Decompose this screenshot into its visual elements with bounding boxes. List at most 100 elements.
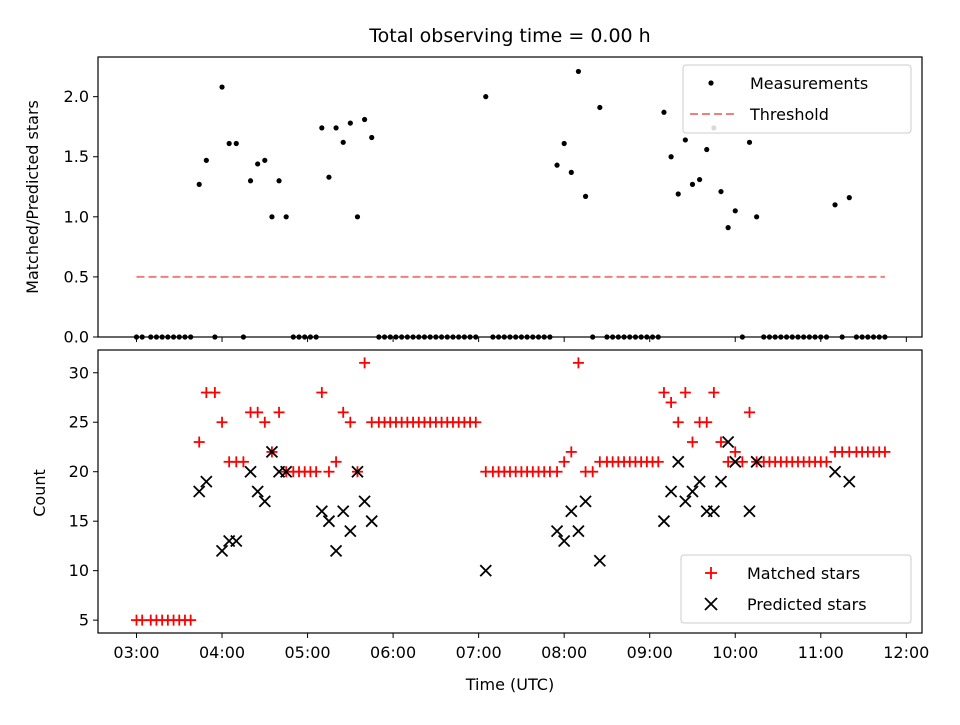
chart-title: Total observing time = 0.00 h (368, 25, 650, 47)
predicted-star-point (707, 505, 720, 518)
measurement-point (262, 157, 268, 163)
predicted-star-point (258, 495, 271, 508)
matched-star-point (316, 387, 328, 399)
predicted-star-point (729, 455, 742, 468)
x-tick-label: 07:00 (456, 643, 502, 662)
predicted-star-point (315, 505, 328, 518)
predicted-star-point (337, 505, 350, 518)
matched-star-point (658, 387, 670, 399)
measurement-point (704, 146, 710, 153)
predicted-star-point (579, 495, 592, 508)
matched-star-point (193, 436, 205, 448)
x-tick-label: 05:00 (285, 643, 331, 662)
predicted-star-point (215, 544, 229, 558)
x-tick-label: 11:00 (798, 643, 844, 662)
predicted-star-point (686, 485, 699, 498)
predicted-star-point (479, 564, 492, 577)
x-tick-label: 10:00 (712, 643, 758, 662)
measurement-point (369, 134, 375, 141)
measurement-point (340, 139, 346, 145)
bottom-y-ticks: 5 10 15 20 25 30 (69, 363, 98, 630)
bottom-y-tick-label: 20 (69, 462, 89, 481)
matched-star-point (565, 446, 577, 458)
measurement-point (832, 202, 838, 208)
top-panel: Total observing time = 0.00 h 0.0 0.5 1.0 1… (23, 25, 923, 347)
bottom-legend: Matched stars Predicted stars (680, 554, 912, 624)
measurement-point (219, 84, 225, 90)
predicted-star-point (565, 505, 578, 518)
predicted-star-point (351, 465, 364, 478)
top-plot-area (133, 68, 888, 340)
legend-predicted-label: Predicted stars (747, 595, 867, 614)
legend-predicted-marker (704, 597, 718, 611)
matched-star-point (679, 387, 691, 399)
measurement-point (668, 154, 674, 160)
matched-star-point (736, 456, 748, 468)
top-y-tick-label: 1.5 (64, 147, 89, 166)
predicted-star-point (251, 485, 264, 498)
bottom-plot-area (130, 357, 891, 626)
matched-star-point (344, 416, 356, 428)
predicted-star-point (679, 495, 692, 508)
top-legend-box (682, 64, 912, 134)
x-tick-label: 08:00 (541, 643, 587, 662)
matched-star-point (708, 387, 720, 399)
bottom-y-tick-label: 10 (69, 561, 89, 580)
measurement-point (203, 157, 209, 163)
measurement-point (247, 178, 254, 184)
measurement-point (575, 68, 582, 75)
measurement-point (283, 214, 289, 220)
predicted-star-point (550, 524, 564, 538)
matched-star-point (209, 387, 221, 399)
measurement-point (233, 140, 239, 147)
predicted-star-point (329, 544, 343, 558)
measurement-point (746, 139, 753, 145)
predicted-star-point (230, 534, 243, 548)
predicted-star-point (843, 475, 856, 488)
matched-star-point (252, 406, 264, 418)
predicted-star-point (558, 534, 571, 548)
measurement-point (582, 193, 589, 199)
measurement-point (661, 109, 667, 115)
bottom-panel: 5 10 15 20 25 30 03:00 04:00 05:00 06:00 07:00 08:… (30, 349, 929, 694)
predicted-star-point (572, 524, 585, 538)
measurement-point (361, 116, 368, 123)
measurement-point (725, 225, 731, 231)
legend-measurements-marker (708, 80, 714, 86)
predicted-star-point (358, 495, 371, 508)
matched-star-point (879, 446, 891, 458)
measurement-point (732, 208, 738, 214)
predicted-star-point (200, 475, 213, 488)
predicted-star-point (365, 515, 378, 528)
measurement-point (846, 195, 852, 201)
predicted-star-point (593, 554, 606, 567)
measurement-point (226, 140, 232, 147)
predicted-star-point (244, 465, 257, 478)
matched-star-point (237, 456, 249, 468)
legend-measurements-label: Measurements (750, 74, 868, 93)
measurement-point (597, 104, 603, 111)
top-y-tick-label: 2.0 (64, 87, 89, 106)
top-y-ticks: 0.0 0.5 1.0 1.5 2.0 (64, 87, 98, 347)
measurement-point (718, 188, 724, 195)
matched-star-point (551, 466, 563, 478)
bottom-y-tick-label: 15 (69, 512, 89, 531)
bottom-y-axis-label: Count (30, 469, 49, 517)
matched-star-point (715, 436, 727, 448)
top-y-tick-label: 1.0 (64, 207, 89, 226)
matched-star-point (273, 406, 285, 418)
bottom-y-tick-label: 25 (69, 413, 89, 432)
top-axes-frame (97, 56, 923, 338)
matched-star-point (323, 466, 335, 478)
bottom-axes-frame (97, 349, 923, 634)
top-x-ticks (135, 337, 907, 342)
matched-star-point (744, 406, 756, 418)
measurement-point (347, 120, 353, 126)
measurement-point (319, 125, 325, 131)
predicted-star-point (828, 465, 842, 478)
matched-star-point (652, 456, 664, 468)
matched-star-point (359, 357, 371, 369)
predicted-star-point (344, 524, 357, 538)
